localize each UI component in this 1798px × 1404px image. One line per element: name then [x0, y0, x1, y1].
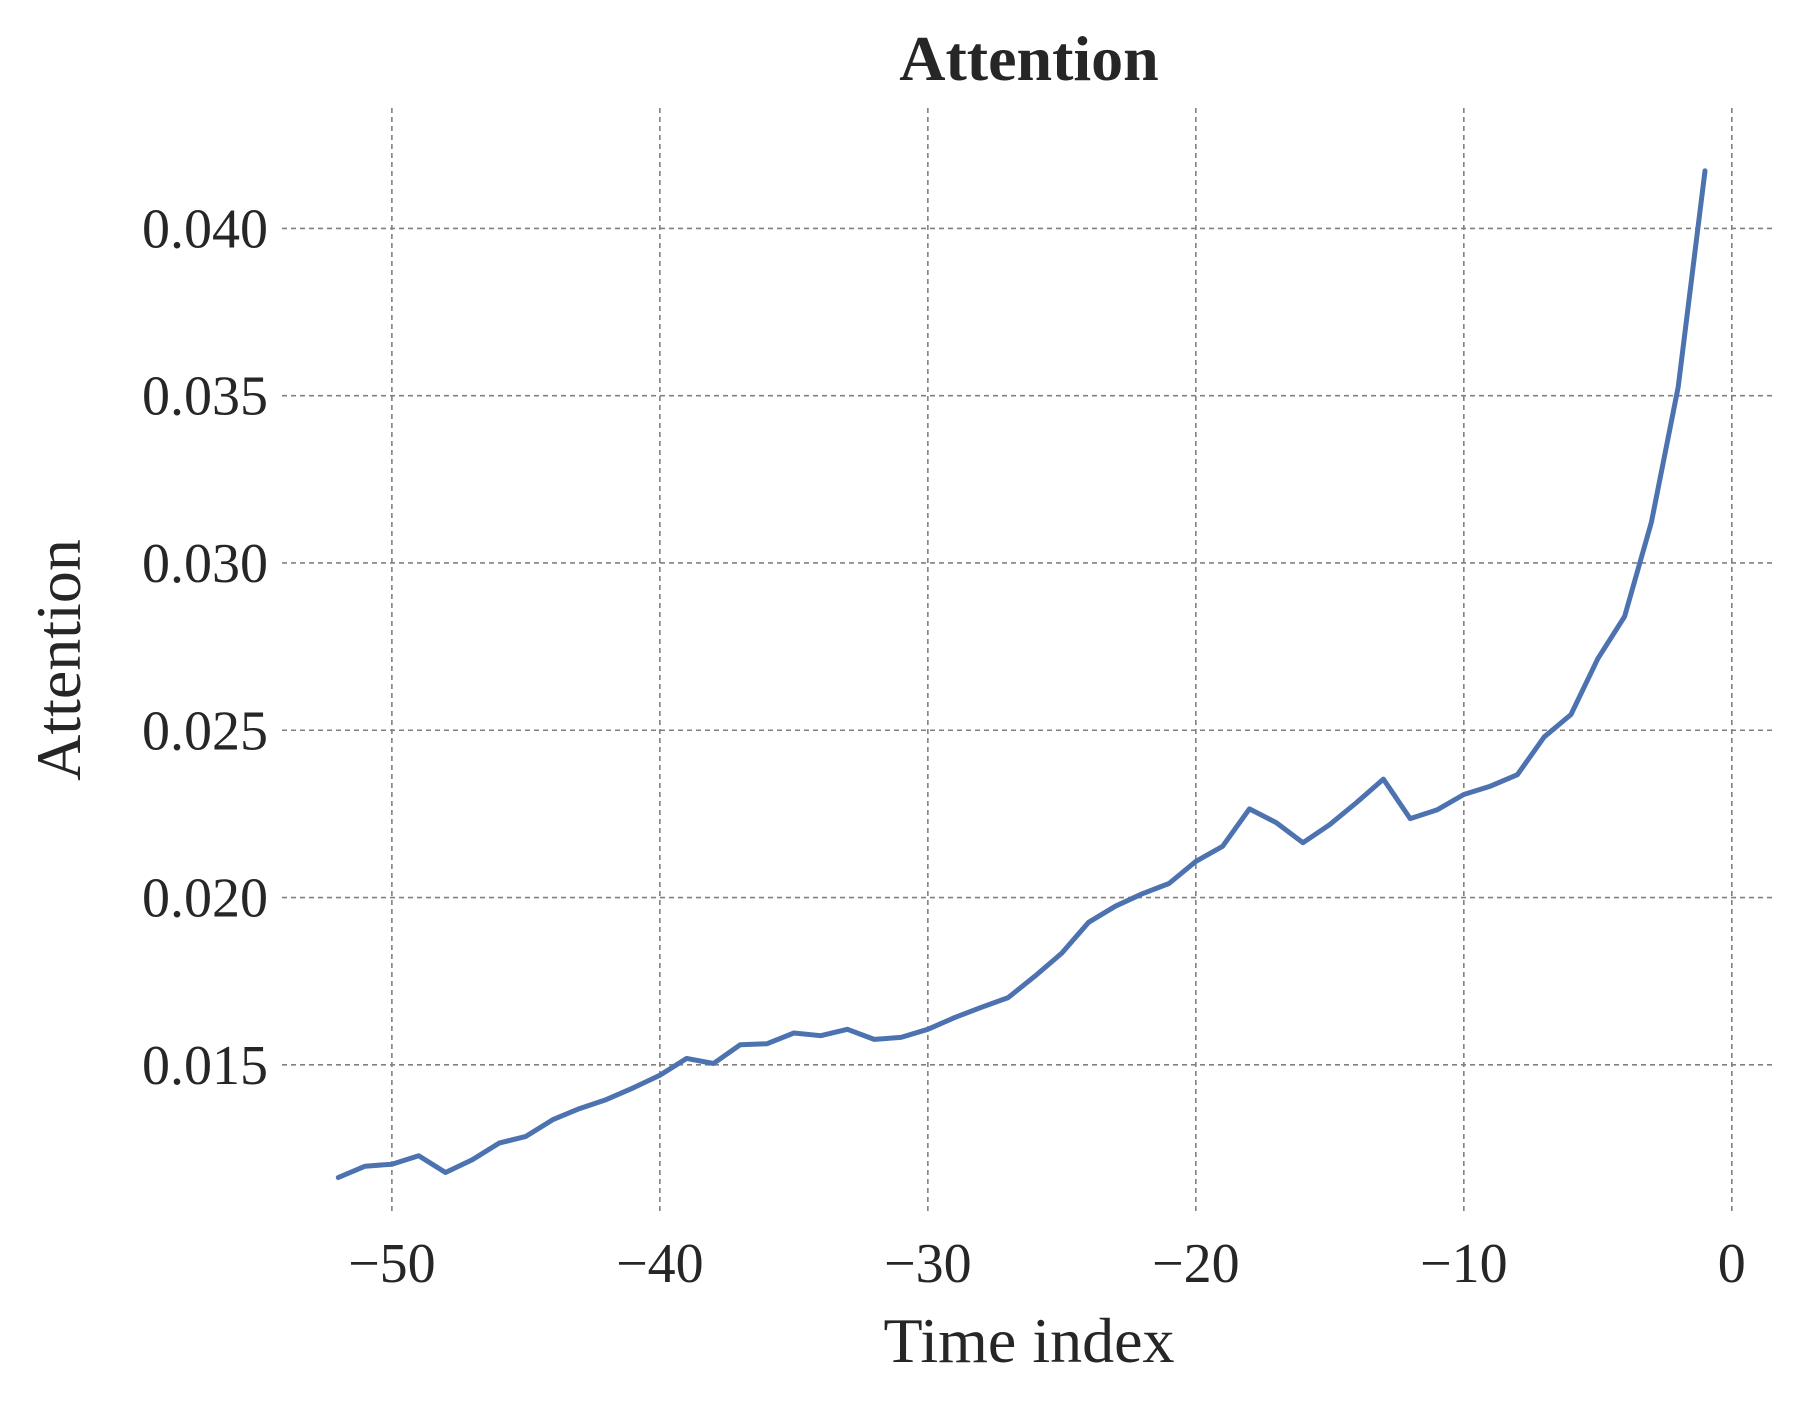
y-axis-label: Attention	[23, 539, 94, 781]
chart-title: Attention	[899, 23, 1159, 94]
x-tick-label: −20	[1152, 1233, 1240, 1295]
x-tick-label: −40	[616, 1233, 704, 1295]
x-tick-label: 0	[1718, 1233, 1746, 1295]
y-tick-label: 0.015	[142, 1035, 268, 1097]
series-layer	[335, 168, 1708, 1180]
y-tick-label: 0.020	[142, 868, 268, 930]
y-tick-label: 0.035	[142, 366, 268, 428]
x-axis-ticks: −50 −40 −30 −20 −10 0	[348, 1233, 1746, 1295]
x-tick-label: −30	[884, 1233, 972, 1295]
grid-lines	[282, 108, 1772, 1212]
y-tick-label: 0.040	[142, 198, 268, 260]
x-tick-label: −50	[348, 1233, 436, 1295]
x-axis-label: Time index	[884, 1305, 1175, 1376]
y-tick-label: 0.030	[142, 533, 268, 595]
series-line	[335, 168, 1708, 1180]
x-tick-label: −10	[1420, 1233, 1508, 1295]
y-axis-ticks: 0.015 0.020 0.025 0.030 0.035 0.040	[142, 198, 268, 1096]
y-tick-label: 0.025	[142, 700, 268, 762]
